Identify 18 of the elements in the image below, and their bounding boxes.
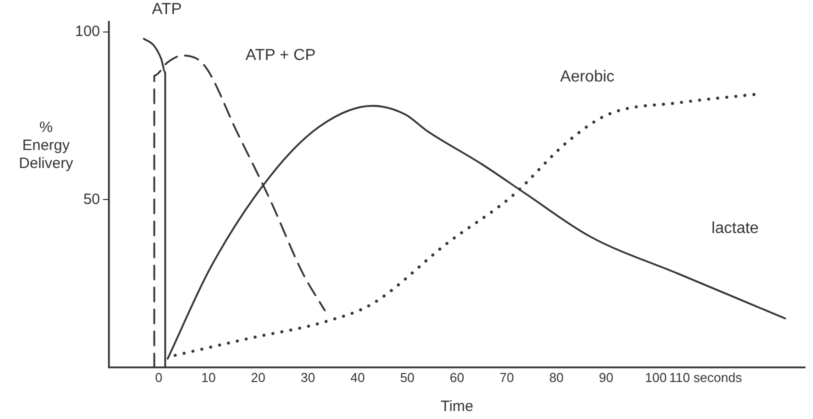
x-tick-label: 100 <box>645 370 667 385</box>
y-axis-title: % Energy Delivery <box>18 119 74 172</box>
x-tick-label: 110 seconds <box>669 370 742 385</box>
x-tick-label: 30 <box>300 370 316 385</box>
x-tick-label: 0 <box>155 370 162 385</box>
series-label: ATP <box>152 1 182 18</box>
series-label: Aerobic <box>560 68 614 86</box>
x-tick-label: 80 <box>549 370 564 385</box>
x-tick-label: 70 <box>499 370 514 385</box>
x-axis-title: Time <box>440 398 474 416</box>
text: lactate <box>712 220 759 237</box>
x-tick-label: 10 <box>201 370 216 385</box>
x-tick-label: 40 <box>350 370 365 385</box>
x-tick-label: 50 <box>400 370 415 385</box>
x-tick-label: 20 <box>250 370 266 385</box>
x-tick-label: 60 <box>450 370 464 385</box>
x-tick-label: 90 <box>598 370 614 385</box>
text: ATP + CP <box>246 46 316 64</box>
